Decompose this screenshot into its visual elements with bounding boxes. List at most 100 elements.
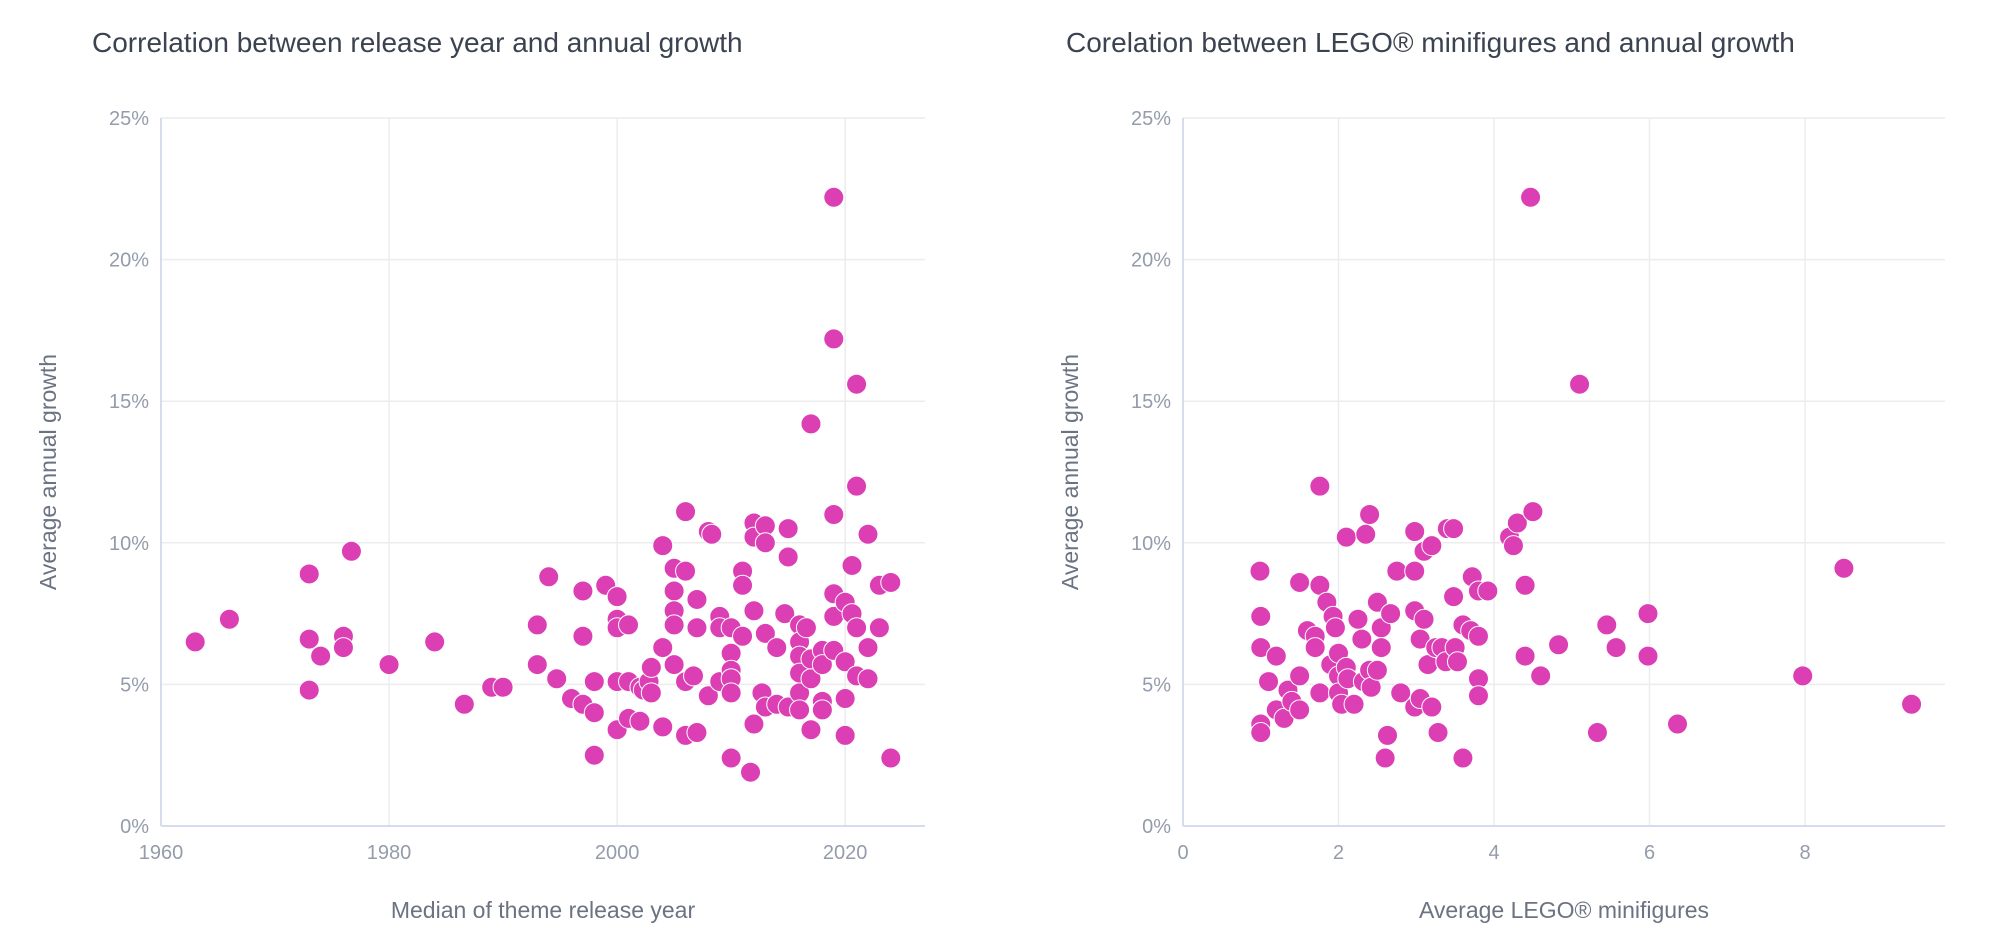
data-point[interactable]: [675, 501, 697, 523]
data-point[interactable]: [1467, 625, 1489, 647]
data-point[interactable]: [697, 685, 719, 707]
data-point[interactable]: [1347, 608, 1369, 630]
data-point[interactable]: [686, 722, 708, 744]
data-point[interactable]: [720, 682, 742, 704]
data-point[interactable]: [1833, 557, 1855, 579]
data-point[interactable]: [880, 571, 902, 593]
data-point[interactable]: [1637, 603, 1659, 625]
data-point[interactable]: [675, 560, 697, 582]
data-point[interactable]: [1289, 571, 1311, 593]
data-point[interactable]: [800, 413, 822, 435]
data-point[interactable]: [1250, 605, 1272, 627]
data-point[interactable]: [754, 622, 776, 644]
data-point[interactable]: [1506, 512, 1528, 534]
data-point[interactable]: [1351, 628, 1373, 650]
data-point[interactable]: [583, 671, 605, 693]
data-point[interactable]: [1289, 699, 1311, 721]
data-point[interactable]: [1250, 722, 1272, 744]
data-point[interactable]: [1792, 665, 1814, 687]
data-point[interactable]: [1390, 682, 1412, 704]
data-point[interactable]: [1324, 617, 1346, 639]
data-point[interactable]: [846, 475, 868, 497]
data-point[interactable]: [538, 566, 560, 588]
data-point[interactable]: [811, 654, 833, 676]
data-point[interactable]: [1446, 651, 1468, 673]
data-point[interactable]: [789, 699, 811, 721]
data-point[interactable]: [640, 682, 662, 704]
data-point[interactable]: [378, 654, 400, 676]
data-point[interactable]: [1309, 475, 1331, 497]
data-point[interactable]: [823, 328, 845, 350]
data-point[interactable]: [572, 625, 594, 647]
data-point[interactable]: [1421, 696, 1443, 718]
data-point[interactable]: [686, 617, 708, 639]
data-point[interactable]: [1366, 659, 1388, 681]
data-point[interactable]: [1477, 580, 1499, 602]
data-point[interactable]: [606, 586, 628, 608]
data-point[interactable]: [310, 645, 332, 667]
data-point[interactable]: [1522, 501, 1544, 523]
data-point[interactable]: [1667, 713, 1689, 735]
data-point[interactable]: [743, 600, 765, 622]
data-point[interactable]: [583, 702, 605, 724]
data-point[interactable]: [332, 637, 354, 659]
data-point[interactable]: [629, 710, 651, 732]
data-point[interactable]: [652, 716, 674, 738]
data-point[interactable]: [823, 503, 845, 525]
data-point[interactable]: [774, 603, 796, 625]
data-point[interactable]: [1380, 603, 1402, 625]
data-point[interactable]: [686, 588, 708, 610]
data-point[interactable]: [1901, 693, 1923, 715]
data-point[interactable]: [1304, 637, 1326, 659]
data-point[interactable]: [1355, 523, 1377, 545]
data-point[interactable]: [701, 523, 723, 545]
data-point[interactable]: [834, 688, 856, 710]
data-point[interactable]: [652, 535, 674, 557]
data-point[interactable]: [846, 373, 868, 395]
data-point[interactable]: [1452, 747, 1474, 769]
data-point[interactable]: [1443, 518, 1465, 540]
data-point[interactable]: [572, 580, 594, 602]
data-point[interactable]: [218, 608, 240, 630]
data-point[interactable]: [1637, 645, 1659, 667]
data-point[interactable]: [1548, 634, 1570, 656]
data-point[interactable]: [754, 532, 776, 554]
data-point[interactable]: [1404, 520, 1426, 542]
data-point[interactable]: [1502, 535, 1524, 557]
data-point[interactable]: [834, 651, 856, 673]
data-point[interactable]: [583, 744, 605, 766]
data-point[interactable]: [1374, 747, 1396, 769]
data-point[interactable]: [834, 724, 856, 746]
data-point[interactable]: [732, 625, 754, 647]
data-point[interactable]: [1289, 665, 1311, 687]
data-point[interactable]: [1343, 693, 1365, 715]
data-point[interactable]: [777, 518, 799, 540]
data-point[interactable]: [683, 665, 705, 687]
data-point[interactable]: [800, 719, 822, 741]
data-point[interactable]: [1530, 665, 1552, 687]
data-point[interactable]: [652, 637, 674, 659]
data-point[interactable]: [526, 614, 548, 636]
data-point[interactable]: [1596, 614, 1618, 636]
data-point[interactable]: [546, 668, 568, 690]
data-point[interactable]: [663, 654, 685, 676]
data-point[interactable]: [298, 679, 320, 701]
data-point[interactable]: [868, 617, 890, 639]
data-point[interactable]: [1413, 608, 1435, 630]
data-point[interactable]: [732, 574, 754, 596]
data-point[interactable]: [811, 699, 833, 721]
data-point[interactable]: [640, 656, 662, 678]
data-point[interactable]: [1605, 637, 1627, 659]
data-point[interactable]: [880, 747, 902, 769]
data-point[interactable]: [795, 617, 817, 639]
data-point[interactable]: [777, 546, 799, 568]
data-point[interactable]: [766, 637, 788, 659]
data-point[interactable]: [424, 631, 446, 653]
data-point[interactable]: [184, 631, 206, 653]
data-point[interactable]: [526, 654, 548, 676]
data-point[interactable]: [1443, 586, 1465, 608]
data-point[interactable]: [1520, 186, 1542, 208]
data-point[interactable]: [846, 617, 868, 639]
data-point[interactable]: [663, 580, 685, 602]
data-point[interactable]: [1427, 722, 1449, 744]
